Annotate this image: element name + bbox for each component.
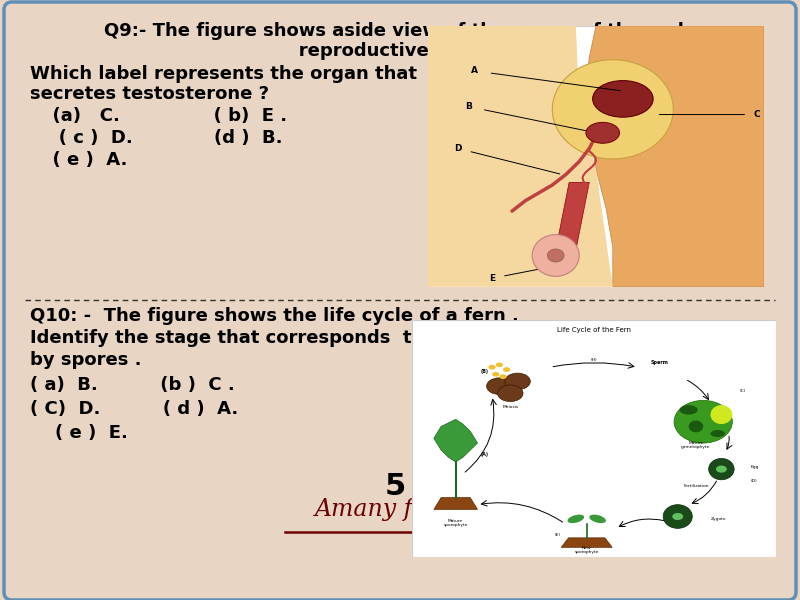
Circle shape	[486, 378, 512, 394]
Ellipse shape	[679, 405, 698, 415]
Text: (A): (A)	[481, 452, 489, 457]
Text: (D): (D)	[750, 479, 757, 483]
Text: Mature
gametophyte: Mature gametophyte	[682, 440, 710, 449]
Text: by spores .: by spores .	[30, 351, 142, 369]
Circle shape	[672, 513, 683, 520]
Text: Meiosis: Meiosis	[502, 405, 518, 409]
Ellipse shape	[709, 458, 734, 480]
Text: Q10: -  The figure shows the life cycle of a fern .: Q10: - The figure shows the life cycle o…	[30, 307, 519, 325]
Text: (C): (C)	[740, 389, 746, 393]
Ellipse shape	[674, 400, 732, 443]
Text: reproductive system .: reproductive system .	[280, 42, 520, 60]
Text: C: C	[754, 110, 761, 119]
Text: E: E	[489, 274, 495, 283]
Text: ( e )  A.: ( e ) A.	[40, 151, 127, 169]
Circle shape	[496, 362, 503, 367]
Text: (H): (H)	[590, 358, 598, 362]
Polygon shape	[586, 26, 764, 287]
Text: Sperm: Sperm	[650, 360, 669, 365]
Circle shape	[547, 249, 564, 262]
Text: ( C)  D.          ( d )  A.: ( C) D. ( d ) A.	[30, 400, 238, 418]
Polygon shape	[434, 419, 478, 462]
Text: Egg: Egg	[750, 465, 759, 469]
Text: secretes testosterone ?: secretes testosterone ?	[30, 85, 269, 103]
Circle shape	[498, 385, 523, 401]
Ellipse shape	[593, 80, 653, 117]
Text: Life Cycle of the Fern: Life Cycle of the Fern	[557, 327, 631, 333]
Ellipse shape	[710, 430, 725, 437]
Circle shape	[716, 466, 727, 473]
Polygon shape	[434, 497, 478, 509]
Ellipse shape	[532, 235, 579, 277]
Ellipse shape	[567, 515, 584, 523]
Ellipse shape	[689, 421, 703, 433]
Text: ( c )  D.             (d )  B.: ( c ) D. (d ) B.	[40, 129, 282, 147]
FancyBboxPatch shape	[4, 2, 796, 600]
Text: (E): (E)	[554, 533, 561, 538]
Circle shape	[503, 367, 510, 372]
Text: Fertilization: Fertilization	[683, 484, 709, 488]
Ellipse shape	[710, 405, 732, 424]
Polygon shape	[562, 538, 612, 547]
Text: (a)   C.               ( b)  E .: (a) C. ( b) E .	[40, 107, 287, 125]
Polygon shape	[556, 182, 590, 250]
Text: 5: 5	[384, 472, 406, 501]
Text: ( a)  B.          (b )  C .: ( a) B. (b ) C .	[30, 376, 234, 394]
Text: Zygote: Zygote	[710, 517, 726, 521]
Text: Amany faried: Amany faried	[315, 498, 475, 521]
Circle shape	[505, 373, 530, 390]
Circle shape	[492, 372, 499, 377]
Ellipse shape	[586, 122, 619, 143]
Text: A: A	[471, 65, 478, 74]
Circle shape	[489, 365, 496, 370]
Text: Identify the stage that corresponds  to reproduction: Identify the stage that corresponds to r…	[30, 329, 561, 347]
Text: (B): (B)	[481, 370, 489, 374]
Text: B: B	[465, 102, 472, 111]
Text: ( e )  E.: ( e ) E.	[30, 424, 128, 442]
Circle shape	[499, 374, 506, 379]
Text: Mature
sporophyte: Mature sporophyte	[443, 519, 468, 527]
Ellipse shape	[590, 515, 606, 523]
Text: New
sporophyte: New sporophyte	[574, 546, 599, 554]
Text: D: D	[454, 144, 462, 153]
Ellipse shape	[552, 60, 674, 159]
Text: Q9:- The figure shows aside view of theorgans of the male: Q9:- The figure shows aside view of theo…	[104, 22, 696, 40]
FancyBboxPatch shape	[412, 320, 776, 557]
Polygon shape	[428, 26, 613, 287]
Ellipse shape	[663, 505, 692, 529]
FancyBboxPatch shape	[428, 26, 764, 287]
Text: Which label represents the organ that: Which label represents the organ that	[30, 65, 417, 83]
